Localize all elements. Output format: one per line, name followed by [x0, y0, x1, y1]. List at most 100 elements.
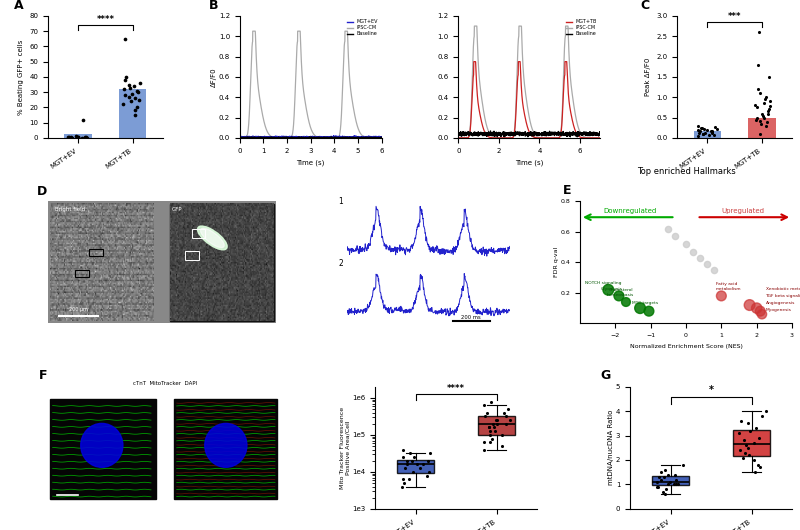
Point [613, 292, 626, 300]
Point [500, 420, 513, 428]
Point [496, 441, 509, 450]
Point [754, 307, 766, 315]
Text: ****: **** [447, 384, 465, 393]
Point [734, 417, 747, 425]
Y-axis label: Mito Tracker Fluorescence
Positive Area/Cell: Mito Tracker Fluorescence Positive Area/… [340, 407, 350, 489]
Point [397, 453, 410, 461]
Point [710, 125, 723, 134]
PathPatch shape [734, 430, 770, 456]
Point [695, 123, 708, 132]
Point [754, 117, 766, 125]
Point [653, 473, 666, 481]
Point [750, 116, 762, 124]
Point [118, 76, 131, 84]
Bar [119, 89, 146, 138]
Point [694, 124, 707, 132]
Point [481, 409, 494, 417]
Point [70, 132, 83, 140]
Point [749, 101, 762, 110]
Point [504, 416, 517, 425]
Point [417, 460, 430, 469]
Point [490, 416, 503, 425]
Point [697, 130, 710, 138]
Point [697, 130, 710, 138]
Point [124, 97, 137, 105]
Point [129, 111, 142, 119]
Point [708, 131, 721, 139]
Point [651, 483, 664, 491]
Point [658, 465, 671, 474]
Point [62, 132, 75, 141]
Point [751, 60, 764, 69]
Point [407, 467, 420, 476]
Point [422, 467, 435, 476]
Text: NOTCH signaling: NOTCH signaling [585, 281, 622, 285]
Point [740, 441, 753, 449]
Ellipse shape [198, 226, 227, 250]
Text: Myogenesis: Myogenesis [766, 308, 791, 312]
Point [751, 113, 764, 122]
Point [763, 102, 776, 110]
Point [131, 88, 144, 96]
Bar [75, 270, 89, 277]
Text: ****: **** [96, 15, 114, 24]
Point [498, 409, 510, 417]
Text: B: B [209, 0, 218, 12]
Y-axis label: ΔF/F0: ΔF/F0 [211, 67, 218, 87]
Point [400, 460, 413, 469]
Point [487, 423, 500, 432]
Point [762, 73, 775, 81]
Text: D: D [37, 186, 47, 198]
Bar [748, 118, 776, 138]
Text: Angiogenesis: Angiogenesis [766, 301, 795, 305]
Point [490, 420, 503, 428]
Point [671, 480, 684, 489]
Point [118, 91, 131, 100]
Point [662, 480, 674, 489]
Point [484, 438, 497, 446]
Point [127, 82, 140, 90]
Point [62, 133, 75, 142]
Point [670, 480, 682, 489]
Point [694, 127, 706, 136]
Point [734, 446, 746, 455]
Point [410, 460, 423, 469]
Text: Upregulated: Upregulated [721, 208, 764, 214]
Point [747, 439, 760, 447]
Bar [170, 204, 274, 321]
Point [117, 100, 130, 109]
Point [704, 126, 717, 135]
Point [708, 266, 721, 274]
Text: C: C [641, 0, 650, 12]
Point [693, 129, 706, 137]
Point [130, 86, 143, 95]
Text: ***: *** [728, 12, 742, 21]
Point [762, 107, 774, 116]
Point [676, 461, 689, 469]
Point [737, 453, 750, 462]
Point [133, 79, 146, 87]
Point [669, 471, 682, 479]
Point [702, 130, 715, 139]
Point [756, 109, 769, 118]
Text: G: G [601, 369, 611, 383]
Point [486, 420, 499, 428]
Point [397, 479, 410, 487]
Point [118, 85, 130, 93]
Point [76, 134, 89, 142]
X-axis label: Time (s): Time (s) [515, 159, 543, 166]
Point [396, 475, 409, 483]
Text: Cholesterol
homeostasis: Cholesterol homeostasis [607, 288, 634, 297]
Text: E: E [563, 184, 571, 197]
Ellipse shape [81, 423, 123, 467]
X-axis label: Time (s): Time (s) [297, 159, 325, 166]
Point [669, 232, 682, 241]
Bar [50, 399, 156, 499]
Point [478, 401, 490, 410]
Point [762, 110, 774, 119]
Text: MYC targets: MYC targets [632, 301, 658, 305]
Point [602, 286, 614, 294]
Point [751, 103, 764, 112]
Point [701, 126, 714, 135]
Text: 1: 1 [338, 197, 343, 206]
